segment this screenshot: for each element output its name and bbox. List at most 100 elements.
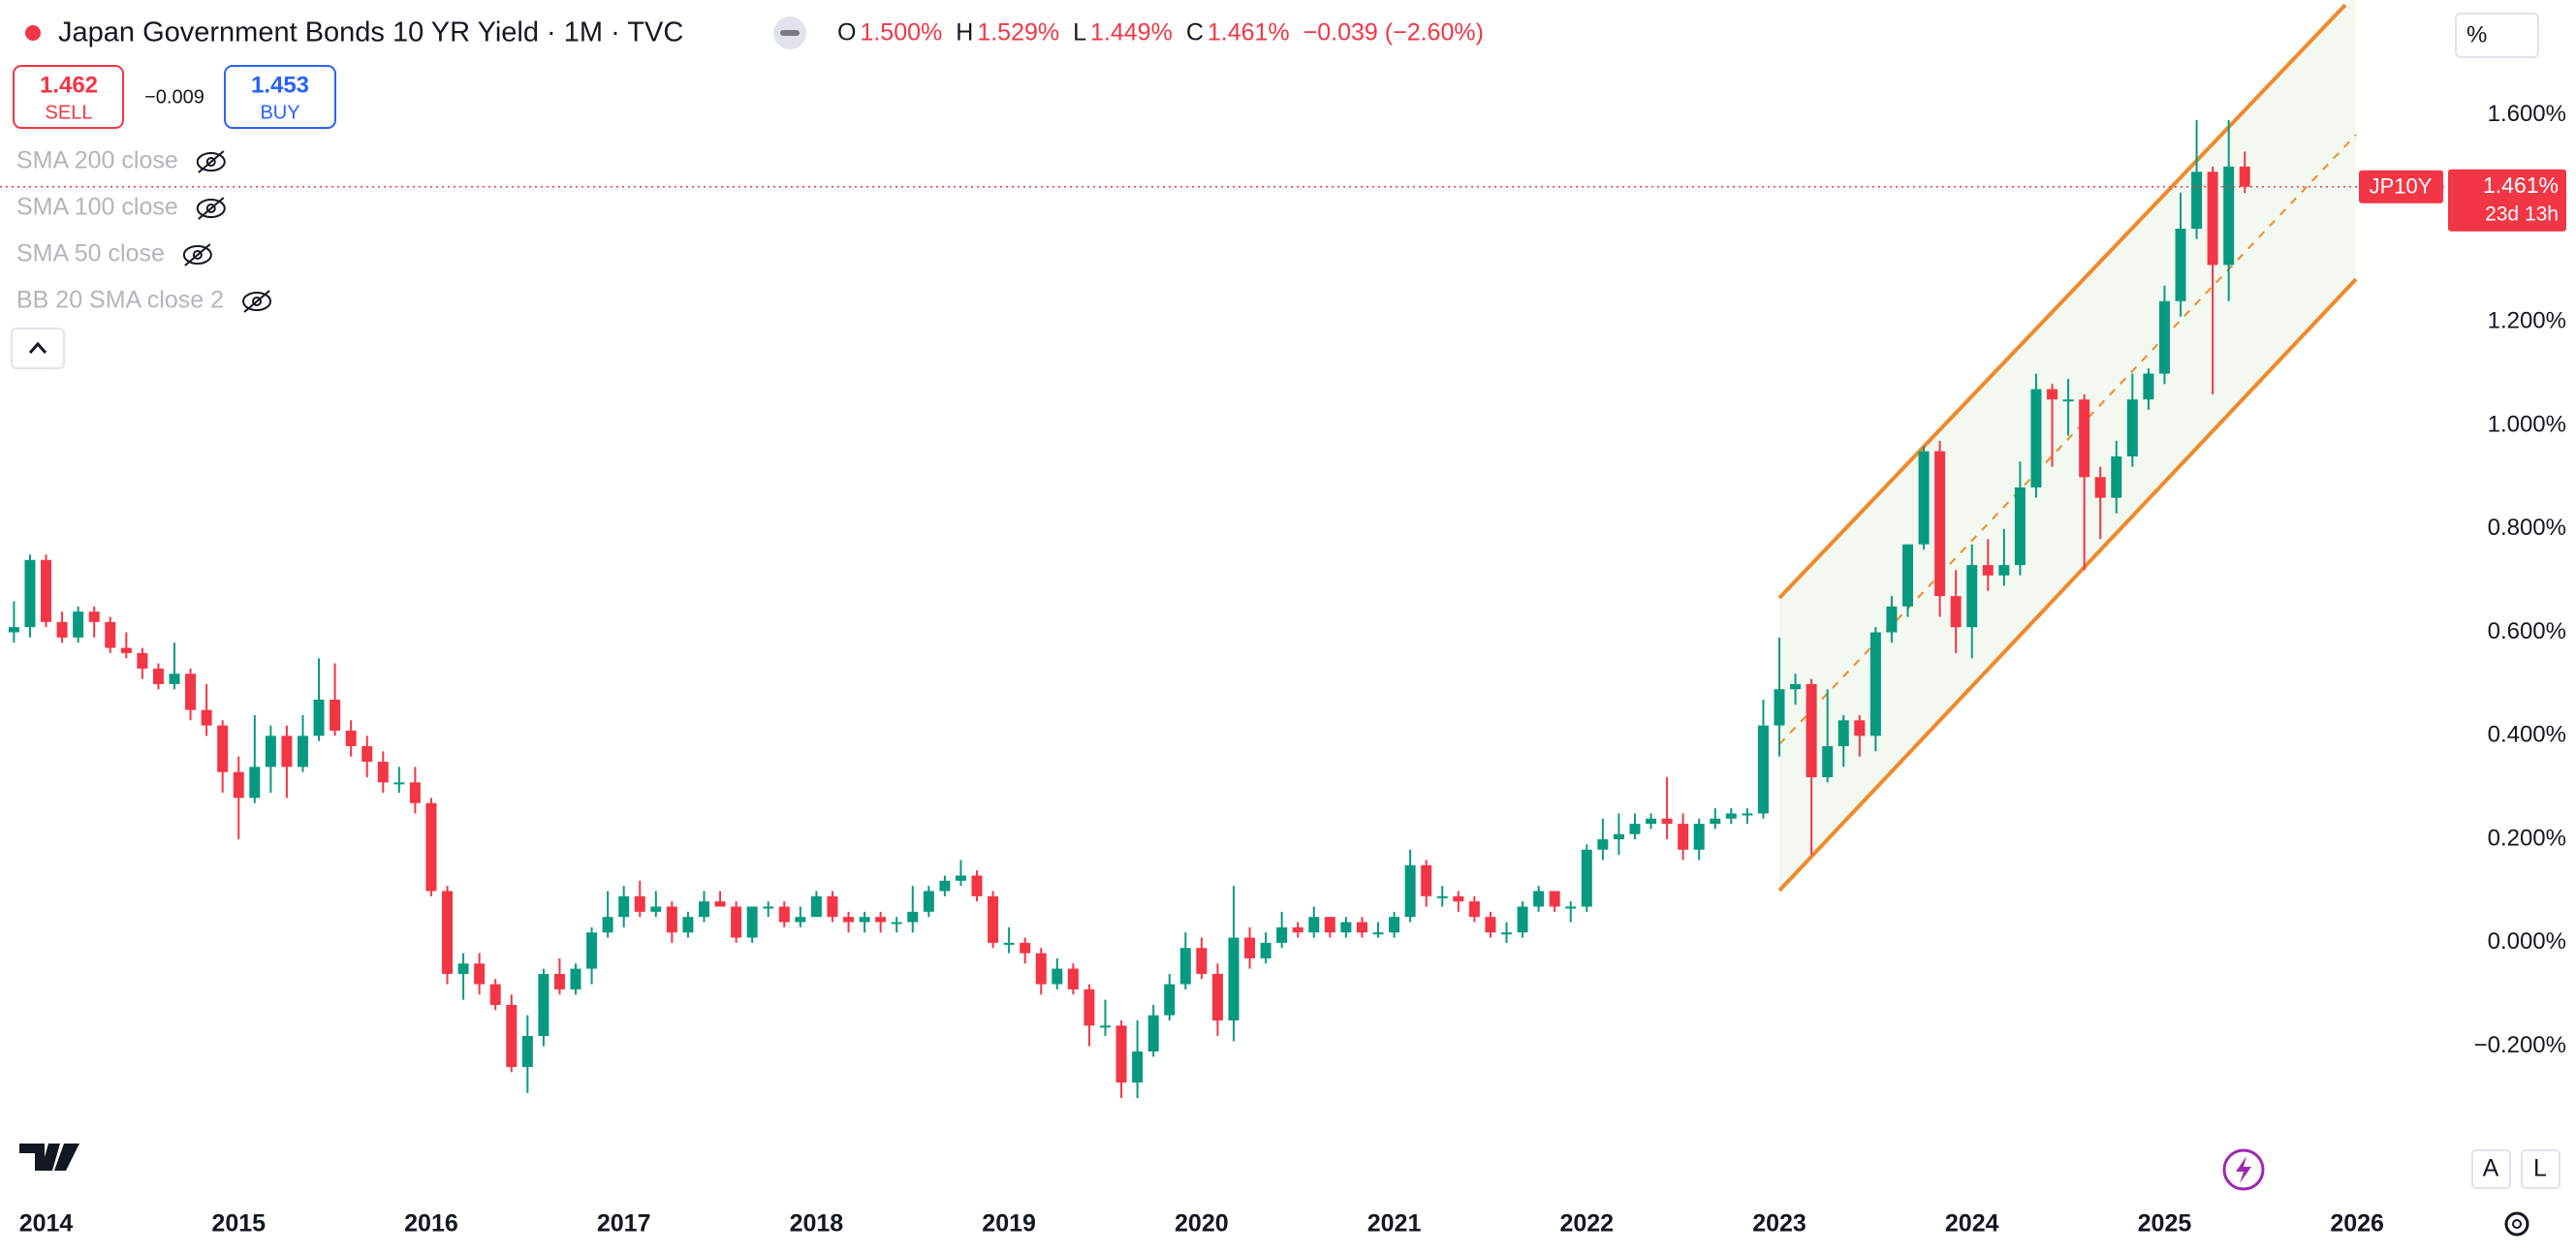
candle-body (1901, 544, 1913, 607)
candle-body (2030, 389, 2042, 487)
eye-pupil (252, 297, 263, 306)
y-tick-label: 0.600% (2488, 618, 2566, 644)
price-tag (2448, 169, 2566, 232)
candle-body (1790, 683, 1802, 690)
candle-body (1757, 725, 1769, 814)
change: −0.039 (−2.60%) (1304, 19, 1484, 47)
candle-body (939, 880, 951, 892)
settings-icon[interactable] (2504, 1211, 2529, 1237)
candle-body (1710, 818, 1721, 825)
candle-body (988, 895, 999, 943)
y-tick-label: 0.200% (2488, 825, 2566, 851)
candle-body (2175, 229, 2186, 301)
candle-body (586, 932, 598, 969)
countdown: 23d 13h (2485, 203, 2559, 225)
candle-body (2079, 399, 2090, 478)
ohlc-key: H (956, 19, 973, 47)
candle-body (1661, 818, 1673, 825)
candle-body (2158, 300, 2170, 374)
buy-label: BUY (260, 102, 299, 123)
candle-body (1276, 926, 1288, 943)
candle-body (1774, 689, 1785, 726)
collapse-button[interactable] (11, 328, 65, 369)
x-tick-label: 2021 (1367, 1210, 1422, 1238)
candle-body (457, 963, 469, 974)
candle-body (570, 968, 581, 989)
ohlc-key: O (837, 19, 856, 47)
eye-slash (198, 197, 225, 220)
candle-body (698, 901, 709, 918)
eye-icon (242, 292, 272, 311)
y-tick-label: 1.600% (2488, 101, 2566, 127)
eye-pupil (205, 157, 216, 167)
candle-body (521, 1036, 533, 1068)
candle-body (891, 922, 902, 925)
candle-body (650, 906, 662, 912)
candle-body (1581, 849, 1592, 907)
collapse-icon (28, 341, 47, 354)
candle-body (2047, 389, 2058, 400)
candle-body (297, 736, 308, 768)
candle-body (409, 782, 421, 803)
candle-body (201, 709, 212, 726)
candle-body (73, 611, 84, 638)
symbol-tag (2359, 170, 2443, 204)
ohlc-value: 1.449% (1090, 19, 1173, 47)
x-tick-label: 2018 (790, 1210, 844, 1238)
candle-body (1115, 1025, 1127, 1083)
candle-body (875, 917, 887, 923)
candle-body (1597, 839, 1609, 850)
candle-body (2014, 486, 2026, 566)
candle-body (1436, 895, 1448, 898)
candle-body (1998, 565, 2010, 576)
candle-body (265, 736, 276, 768)
indicator-name: BB 20 SMA close 2 (16, 287, 224, 314)
indicator-name: SMA 50 close (16, 240, 165, 267)
candle-body (1196, 948, 1208, 974)
candle-body (2223, 166, 2235, 266)
auto-button[interactable] (2471, 1149, 2511, 1189)
candle-body (1485, 917, 1496, 933)
candle-body (923, 891, 934, 912)
x-tick-label: 2022 (1559, 1210, 1614, 1238)
candle-body (955, 875, 966, 881)
candle-body (602, 917, 613, 933)
candle-body (1822, 745, 1834, 778)
x-tick-label: 2017 (597, 1210, 651, 1238)
candle-body (1742, 813, 1753, 816)
candle-body (1228, 937, 1240, 1020)
y-unit: % (2466, 21, 2487, 47)
candle-body (1500, 932, 1512, 935)
candle-body (746, 906, 758, 938)
candle-body (827, 895, 838, 918)
symbol-tag-label: JP10Y (2370, 174, 2433, 199)
buy-button[interactable] (224, 65, 336, 129)
x-tick-label: 2015 (211, 1210, 266, 1238)
log-label: L (2533, 1155, 2547, 1182)
eye-slash (243, 290, 270, 313)
candle-body (2111, 455, 2122, 498)
candle-body (682, 917, 694, 933)
y-tick-label: 1.200% (2488, 307, 2566, 333)
candle-body (1340, 922, 1352, 933)
log-button[interactable] (2521, 1149, 2560, 1189)
candle-body (666, 906, 677, 933)
candle-body (393, 782, 405, 785)
candle-body (2239, 166, 2250, 187)
candle-body (1838, 720, 1849, 746)
channel-upper (1777, 3, 2347, 600)
candle-body (1035, 953, 1047, 985)
channel-lower (1777, 277, 2358, 893)
candle-body (233, 771, 244, 799)
candle-body (1693, 824, 1705, 850)
candle-body (907, 911, 919, 923)
candle-body (1549, 891, 1560, 907)
candle-body (56, 621, 68, 638)
sell-button[interactable] (13, 65, 124, 129)
ohlc: O 1.500% H 1.529% L 1.449% C 1.461% (837, 19, 1290, 47)
x-tick-label: 2026 (2330, 1210, 2384, 1238)
unit-box[interactable] (2455, 13, 2539, 58)
indicator-name: SMA 200 close (16, 147, 178, 174)
x-tick-label: 2020 (1175, 1210, 1229, 1238)
candle-body (1404, 864, 1416, 918)
